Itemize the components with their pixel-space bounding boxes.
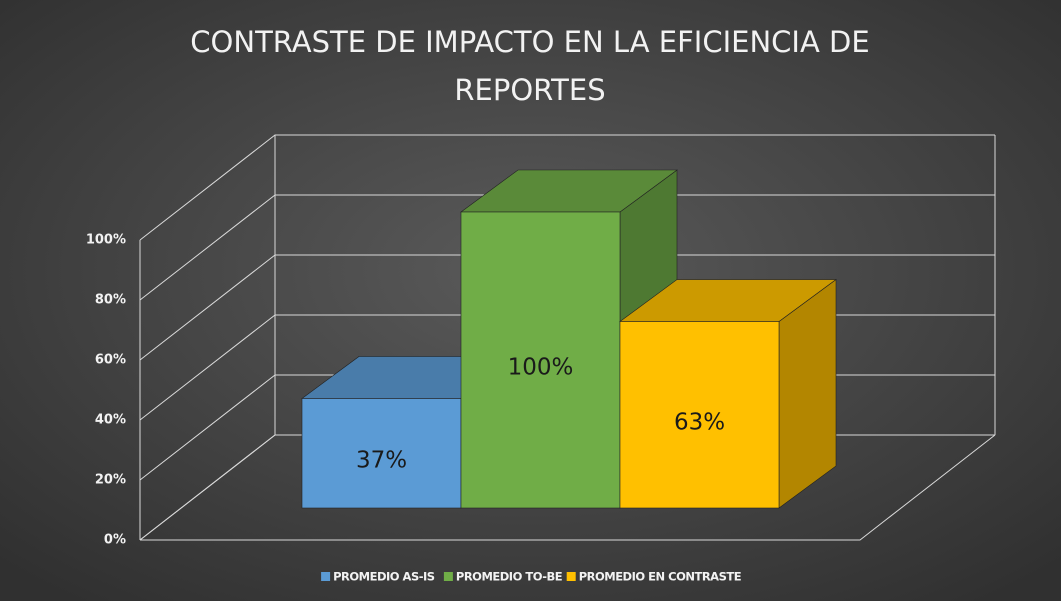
value-label: 100% bbox=[508, 355, 574, 381]
legend-swatch bbox=[566, 572, 576, 581]
grid-line bbox=[139, 134, 995, 241]
title-box: CONTRASTE DE IMPACTO EN LA EFICIENCIA DE… bbox=[190, 25, 870, 107]
y-tick-label: 20% bbox=[95, 473, 126, 488]
y-tick-label: 80% bbox=[95, 293, 126, 308]
chart-title: CONTRASTE DE IMPACTO EN LA EFICIENCIA DE… bbox=[190, 25, 870, 107]
y-tick-label: 100% bbox=[86, 233, 126, 248]
y-tick-label: 40% bbox=[95, 413, 126, 428]
y-tick-label: 60% bbox=[95, 353, 126, 368]
bar bbox=[460, 211, 621, 509]
bar bbox=[619, 321, 780, 509]
value-label: 63% bbox=[674, 409, 725, 435]
legend-label: PROMEDIO TO-BE bbox=[456, 570, 563, 584]
value-label: 37% bbox=[356, 448, 407, 474]
legend-label: PROMEDIO AS-IS bbox=[333, 570, 435, 584]
legend-swatch bbox=[321, 572, 331, 581]
grid-line bbox=[139, 194, 995, 301]
y-tick-label: 0% bbox=[104, 533, 126, 548]
floor-edge bbox=[140, 434, 996, 541]
legend-swatch bbox=[443, 572, 453, 581]
grid-line bbox=[139, 254, 995, 361]
legend-label: PROMEDIO EN CONTRASTE bbox=[579, 570, 742, 584]
